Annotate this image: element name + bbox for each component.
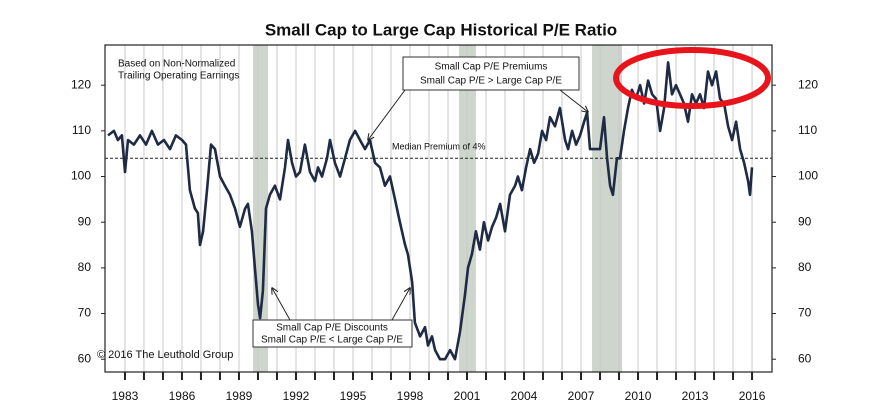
x-tick-label: 1995 bbox=[340, 389, 367, 403]
arrow bbox=[391, 288, 410, 321]
y-tick-label: 110 bbox=[798, 123, 817, 137]
arrow bbox=[272, 288, 291, 321]
x-tick-label: 1992 bbox=[283, 389, 310, 403]
annotation: Small Cap P/E Premiums bbox=[435, 62, 548, 73]
y-tick-label: 60 bbox=[78, 351, 92, 365]
note: Based on Non-Normalized bbox=[118, 59, 235, 70]
x-tick-label: 2007 bbox=[568, 389, 595, 403]
copyright: © 2016 The Leuthold Group bbox=[97, 349, 233, 361]
y-tick-label: 90 bbox=[78, 214, 92, 228]
x-tick-label: 1986 bbox=[169, 389, 196, 403]
annotation-box bbox=[252, 319, 413, 348]
x-tick-label: 1998 bbox=[397, 389, 424, 403]
plot-area: Median Premium of 4% 60 60 70 70 80 80 90 90 100 1… bbox=[71, 44, 818, 403]
chart-title: Small Cap to Large Cap Historical P/E Ra… bbox=[265, 20, 617, 39]
y-tick-label: 100 bbox=[71, 169, 91, 183]
y-tick-label: 110 bbox=[72, 123, 91, 137]
annotation: Small Cap P/E > Large Cap P/E bbox=[420, 76, 562, 87]
y-tick-label: 90 bbox=[798, 214, 812, 228]
y-tick-label: 80 bbox=[78, 260, 92, 274]
plot-frame bbox=[104, 44, 773, 373]
x-tick-label: 1983 bbox=[112, 389, 139, 403]
y-tick-label: 100 bbox=[798, 169, 818, 183]
arrow bbox=[368, 89, 406, 140]
note: Trailing Operating Earnings bbox=[118, 71, 239, 82]
y-tick-label: 70 bbox=[798, 306, 812, 320]
annotation: Small Cap P/E Discounts bbox=[276, 323, 388, 334]
annotation: Small Cap P/E < Large Cap P/E bbox=[261, 335, 403, 346]
arrow bbox=[559, 89, 588, 112]
y-tick-label: 60 bbox=[798, 351, 812, 365]
x-tick-label: 2010 bbox=[625, 389, 652, 403]
x-tick-label: 2013 bbox=[682, 389, 709, 403]
y-tick-label: 80 bbox=[798, 260, 812, 274]
x-tick-label: 2001 bbox=[454, 389, 481, 403]
x-tick-label: 2004 bbox=[511, 389, 538, 403]
median-label: Median Premium of 4% bbox=[392, 142, 486, 152]
shaded-region bbox=[592, 45, 623, 372]
y-tick-label: 70 bbox=[78, 306, 92, 320]
y-tick-label: 120 bbox=[71, 77, 91, 91]
x-tick-label: 2016 bbox=[739, 389, 766, 403]
x-tick-label: 1989 bbox=[226, 389, 253, 403]
highlight-ellipse bbox=[613, 47, 771, 109]
series-line bbox=[107, 61, 754, 361]
annotation-box bbox=[402, 56, 580, 91]
y-tick-label: 120 bbox=[798, 77, 818, 91]
